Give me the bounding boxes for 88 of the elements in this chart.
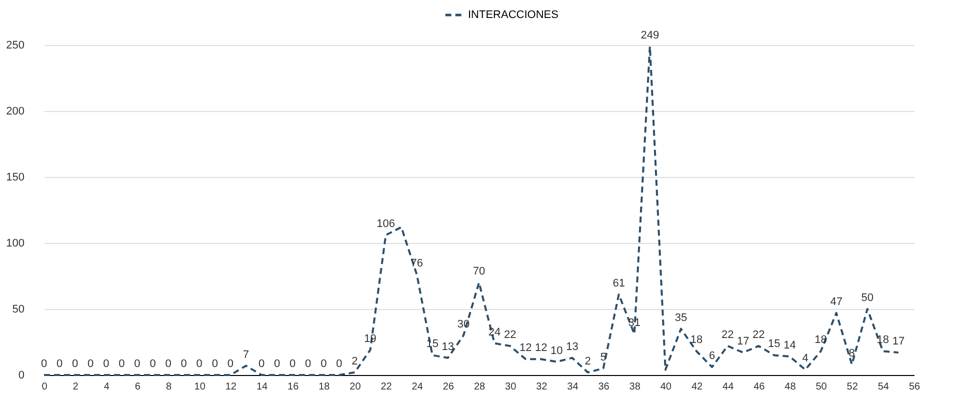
x-tick-label: 52 (846, 382, 858, 392)
x-tick-label: 40 (660, 382, 672, 392)
data-label: 22 (504, 328, 516, 341)
x-tick-label: 10 (194, 382, 206, 392)
x-tick-label: 2 (72, 382, 79, 392)
x-tick-label: 50 (816, 382, 828, 392)
data-label: 2 (584, 355, 591, 368)
data-label: 0 (336, 358, 342, 370)
x-tick-label: 26 (442, 382, 454, 392)
data-label: 12 (535, 342, 548, 354)
x-tick-label: 32 (536, 382, 548, 392)
data-label: 0 (56, 358, 63, 370)
data-label: 10 (550, 344, 563, 357)
data-label: 12 (519, 342, 532, 354)
y-tick-label: 200 (6, 106, 24, 118)
x-tick-label: 8 (166, 382, 172, 392)
x-tick-label: 48 (784, 382, 796, 392)
data-label: 0 (305, 358, 312, 370)
data-label: 5 (600, 351, 606, 364)
data-label: 0 (196, 358, 202, 370)
data-label: 0 (150, 358, 156, 370)
x-tick-label: 6 (134, 382, 141, 392)
data-label: 0 (320, 358, 327, 370)
data-label: 8 (848, 347, 855, 360)
data-label: 15 (768, 338, 780, 350)
data-label: 35 (674, 312, 688, 324)
data-label: 22 (752, 328, 765, 341)
data-label: 50 (861, 292, 874, 304)
legend-label: INTERACCIONES (468, 9, 558, 21)
data-label: 0 (103, 358, 110, 370)
data-label: 4 (802, 352, 808, 365)
data-label: 0 (118, 358, 125, 370)
data-label: 15 (426, 338, 439, 350)
y-tick-label: 250 (6, 40, 24, 52)
data-label: 17 (736, 336, 750, 348)
x-tick-label: 22 (380, 382, 392, 392)
data-label: 47 (830, 296, 842, 308)
x-tick-label: 20 (350, 382, 362, 392)
data-label: 0 (40, 358, 48, 370)
x-tick-label: 24 (412, 382, 424, 392)
data-label: 24 (488, 326, 501, 338)
y-tick-label: 150 (6, 172, 24, 184)
data-label: 61 (612, 277, 625, 290)
x-tick-label: 18 (318, 382, 330, 392)
x-tick-label: 14 (256, 382, 268, 392)
data-label: 0 (227, 358, 234, 370)
data-label: 0 (165, 358, 172, 370)
data-label: 0 (212, 358, 218, 370)
data-label: 19 (364, 332, 376, 345)
x-tick-label: 44 (722, 382, 734, 392)
data-label: 13 (566, 340, 578, 353)
x-tick-label: 56 (908, 382, 920, 392)
data-label: 6 (708, 350, 716, 362)
x-tick-label: 4 (104, 382, 110, 392)
x-tick-label: 16 (288, 382, 300, 392)
data-label: 0 (72, 358, 78, 370)
data-label: 31 (628, 317, 640, 330)
data-label: 17 (892, 336, 905, 348)
x-tick-label: 42 (691, 382, 703, 392)
data-label: 106 (376, 218, 395, 230)
x-tick-label: 0 (42, 382, 48, 392)
data-label: 0 (88, 358, 94, 370)
x-tick-label: 30 (505, 382, 517, 392)
data-label: 13 (442, 340, 454, 353)
x-tick-label: 12 (225, 382, 237, 392)
data-label: 14 (784, 340, 796, 352)
y-tick-label: 100 (6, 238, 24, 250)
y-tick-label: 50 (12, 304, 24, 316)
data-label: 70 (472, 266, 486, 278)
x-tick-label: 34 (567, 382, 579, 392)
data-label: 2 (352, 355, 358, 368)
x-tick-label: 46 (754, 382, 766, 392)
data-label: 76 (410, 258, 423, 270)
data-label: 0 (180, 358, 187, 370)
data-label: 18 (690, 334, 703, 346)
x-tick-label: 38 (629, 382, 641, 392)
data-label: 7 (242, 348, 250, 361)
data-label: 0 (274, 358, 280, 370)
y-tick-label: 0 (18, 370, 24, 382)
data-label: 22 (721, 328, 734, 341)
data-label: 0 (258, 358, 265, 370)
data-label: 249 (640, 29, 660, 42)
x-tick-label: 36 (598, 382, 610, 392)
data-label: 0 (134, 358, 140, 370)
x-tick-label: 28 (474, 382, 486, 392)
data-label: 18 (876, 334, 890, 346)
data-label: 0 (290, 358, 296, 370)
x-tick-label: 54 (878, 382, 890, 392)
